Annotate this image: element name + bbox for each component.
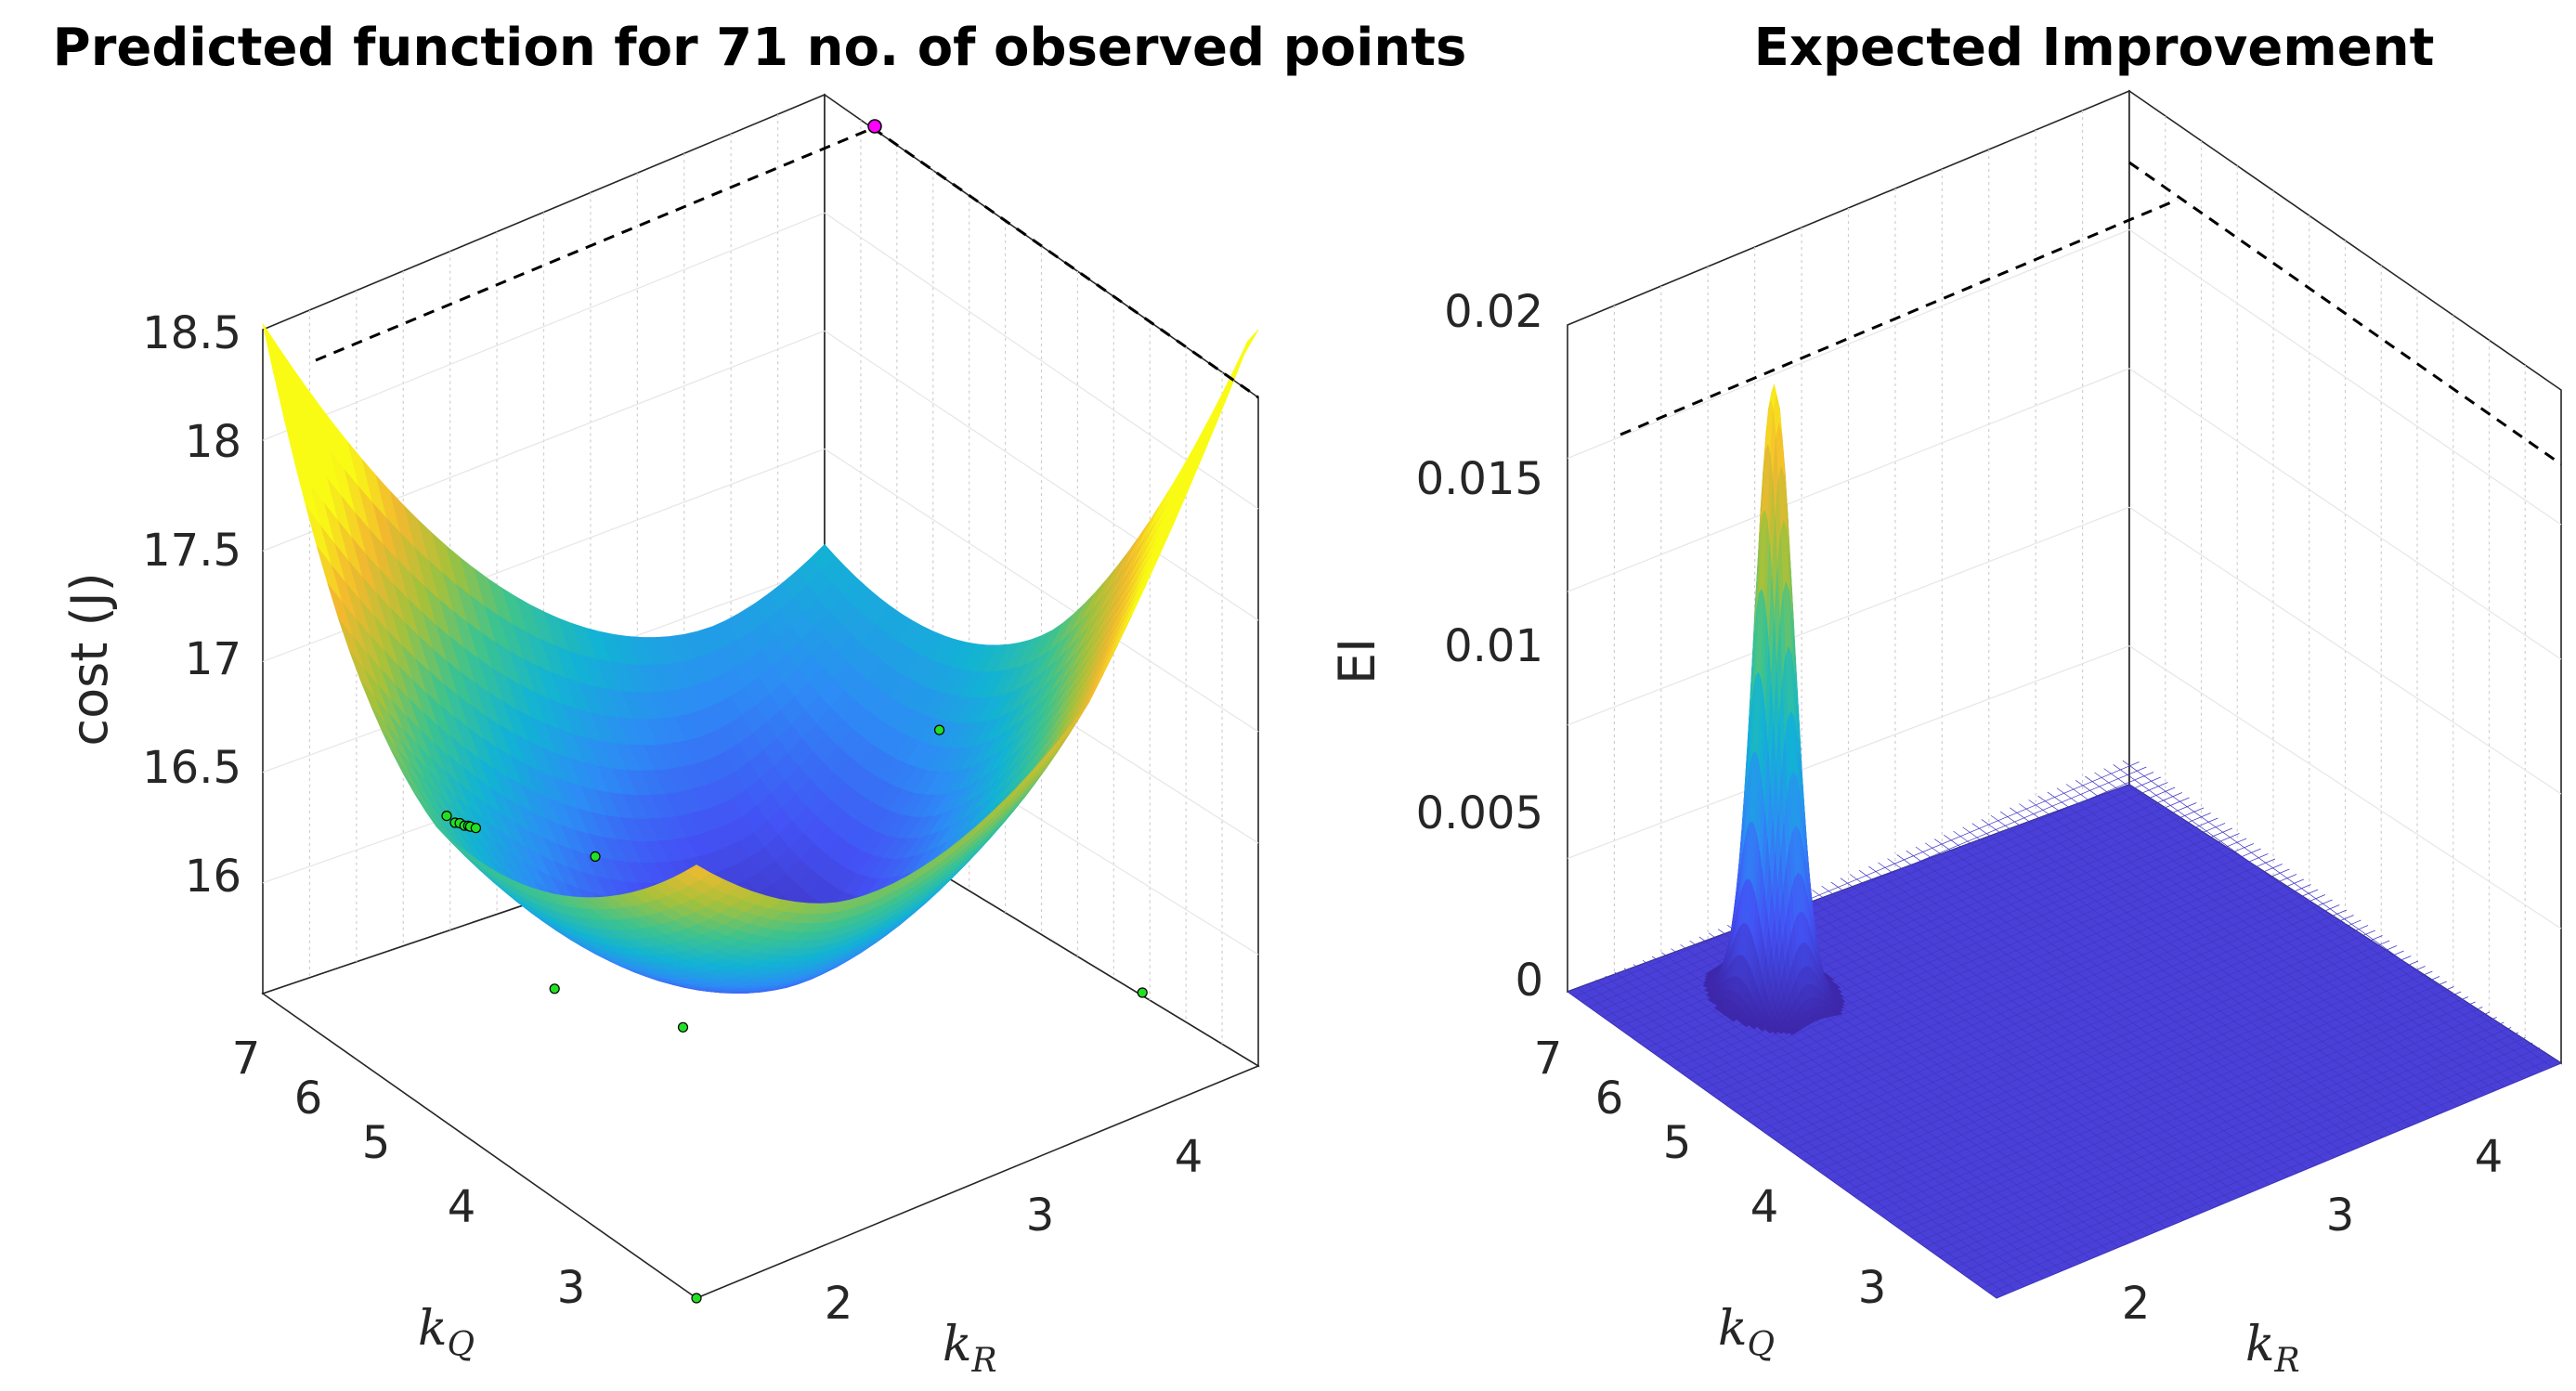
left-z-tick: 16 [185,851,241,903]
left-kq-tick: 4 [448,1181,476,1233]
left-observed-point [677,1021,689,1033]
left-observed-points [441,724,1148,1304]
left-kr-tick: 3 [1026,1190,1055,1242]
right-z-tick: 0.015 [1416,453,1543,505]
left-observed-point [933,724,945,735]
left-kq-tick: 6 [294,1072,323,1124]
left-kr-ticks: 2 3 4 [825,1131,1203,1330]
right-z-ticks: 0 0.005 0.01 0.015 0.02 [1416,286,1543,1007]
left-kr-tick: 2 [825,1278,853,1330]
left-best-point [867,119,882,134]
left-observed-point [441,810,452,822]
right-kr-label: kR [2245,1317,2300,1380]
left-title: Predicted function for 71 no. of observe… [53,18,1467,78]
left-observed-point [1137,987,1148,998]
right-kq-tick: 5 [1663,1117,1692,1169]
left-z-tick: 16.5 [142,742,241,794]
left-kr-label: kR [943,1317,997,1380]
left-kq-ticks: 3 4 5 6 7 [232,1033,586,1314]
right-peak-patch [1783,1029,1790,1035]
right-kq-tick: 6 [1595,1072,1624,1124]
right-peak-patch [1777,1028,1785,1034]
right-kr-ticks: 2 3 4 [2122,1131,2504,1330]
left-dashed-projection-2 [872,126,1259,399]
left-dashed-projection [315,126,874,362]
left-z-tick: 17 [185,633,241,685]
right-z-tick: 0.01 [1444,620,1543,672]
left-observed-point [470,823,482,834]
left-z-tick: 18.5 [142,307,241,359]
right-peak-patch [1750,1023,1758,1030]
right-kq-ticks: 3 4 5 6 7 [1534,1033,1887,1314]
right-ei-peak [1702,384,1846,1035]
right-z-label: EI [1328,638,1386,684]
right-kr-tick: 4 [2475,1131,2504,1183]
right-z-tick: 0.005 [1416,787,1543,839]
left-observed-point [549,983,560,994]
right-kq-tick: 4 [1750,1181,1779,1233]
left-z-label: cost (J) [60,572,119,746]
right-gridlines [1567,110,2562,1040]
right-panel: Expected Improvement 0 0.005 0.01 0.015 … [1328,18,2563,1380]
right-peak-patch [1743,1021,1750,1028]
right-kq-tick: 7 [1534,1033,1563,1085]
right-title: Expected Improvement [1754,18,2435,78]
right-peak-patch [1759,1025,1766,1032]
left-z-tick: 17.5 [142,525,241,577]
right-peak-patch [1772,1028,1779,1034]
right-peak-patch [1766,1028,1774,1034]
right-peak-patch [1789,1030,1796,1035]
left-z-ticks: 16 16.5 17 17.5 18 18.5 [142,307,241,903]
left-observed-point [590,851,601,863]
right-kr-tick: 3 [2326,1190,2355,1242]
right-kq-tick: 3 [1858,1262,1887,1314]
right-peak-patch [1730,1017,1737,1022]
left-kq-tick: 7 [232,1033,261,1085]
left-surface-patch [684,864,711,880]
right-dashed-projection-2 [2128,161,2562,466]
left-z-tick: 18 [185,416,241,468]
left-kq-tick: 5 [362,1117,391,1169]
left-observed-point [691,1293,702,1304]
left-kr-tick: 4 [1175,1131,1203,1183]
right-kq-label: kQ [1718,1301,1775,1364]
left-surface [262,323,1259,994]
right-dashed-projection [1620,198,2179,436]
right-z-tick: 0 [1515,955,1543,1007]
left-kq-tick: 3 [557,1262,586,1314]
left-kq-label: kQ [418,1301,475,1364]
right-z-tick: 0.02 [1444,286,1543,338]
right-kr-tick: 2 [2122,1278,2151,1330]
left-panel: Predicted function for 71 no. of observe… [53,18,1467,1380]
